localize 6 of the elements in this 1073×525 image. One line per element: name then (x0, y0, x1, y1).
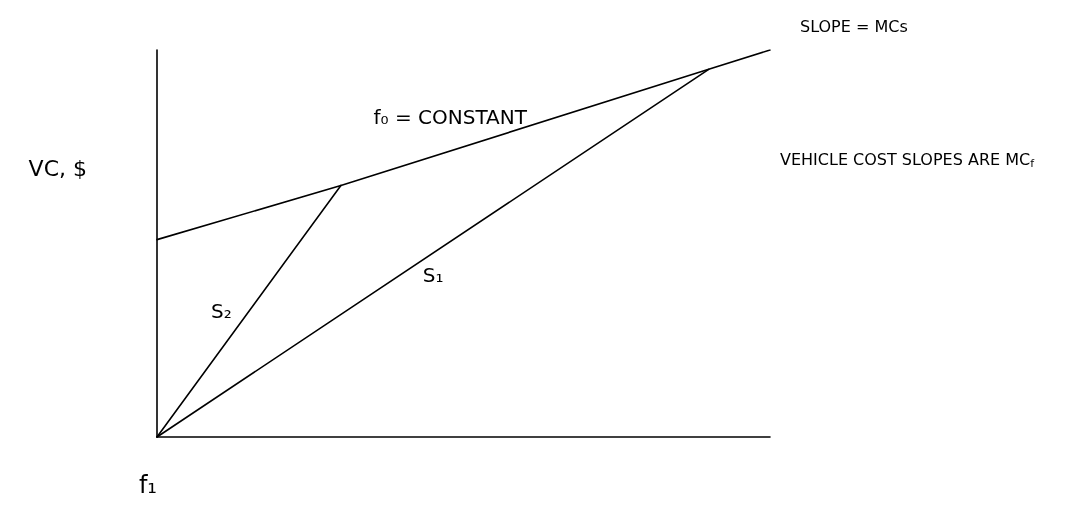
x-axis-title: f₁ (138, 470, 157, 499)
series-label: S₁ (422, 263, 444, 288)
series-label: f₀ = CONSTANT (373, 104, 528, 129)
series-label: S₂ (210, 299, 232, 324)
y-axis-title: VC, $ (28, 156, 87, 181)
text: SLOPE = MCs (800, 16, 908, 36)
